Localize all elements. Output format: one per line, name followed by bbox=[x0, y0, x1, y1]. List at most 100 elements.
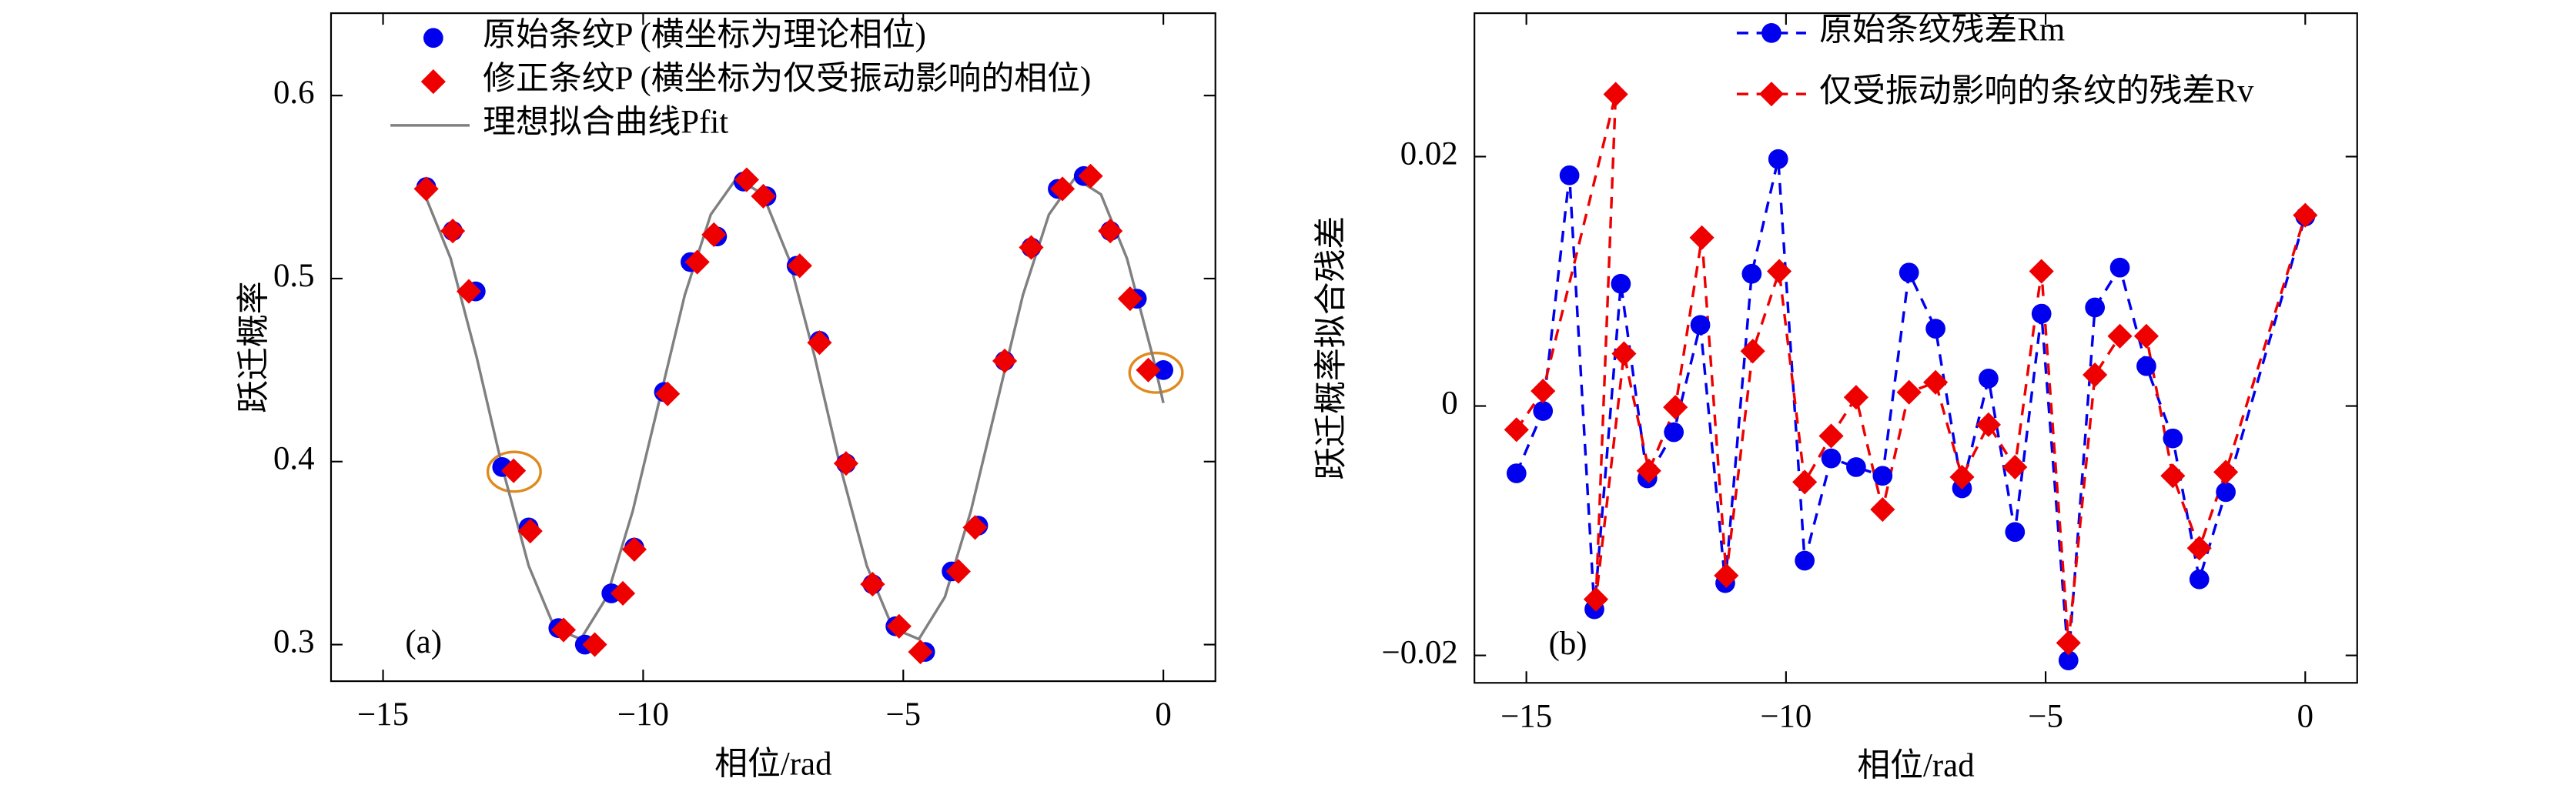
diamond-marker bbox=[1136, 357, 1161, 382]
circle-marker bbox=[2136, 356, 2156, 376]
legend-label: 理想拟合曲线Pfit bbox=[483, 105, 728, 141]
y-tick-label: 0.3 bbox=[273, 623, 315, 660]
panel-label: (a) bbox=[405, 624, 442, 660]
circle-marker bbox=[1899, 262, 1919, 283]
diamond-marker bbox=[1714, 563, 1739, 588]
diamond-marker bbox=[550, 617, 577, 643]
circle-marker bbox=[1925, 319, 1945, 339]
circle-marker bbox=[1979, 369, 1999, 389]
y-tick-label: 0.4 bbox=[273, 441, 315, 477]
x-tick-label: −15 bbox=[357, 696, 409, 733]
x-tick-label: −10 bbox=[1760, 698, 1812, 734]
circle-marker bbox=[2109, 257, 2130, 278]
diamond-marker bbox=[1740, 339, 1765, 364]
diamond-marker bbox=[2133, 323, 2159, 349]
circle-marker bbox=[2163, 428, 2183, 449]
circle-marker bbox=[1690, 315, 1711, 336]
diamond-marker bbox=[2213, 459, 2239, 485]
panel-label: (b) bbox=[1549, 626, 1587, 662]
diamond-marker bbox=[807, 330, 832, 356]
circle-marker bbox=[2189, 569, 2210, 590]
diamond-marker bbox=[684, 249, 710, 275]
circle-marker bbox=[1533, 401, 1554, 421]
diamond-marker bbox=[1923, 369, 1949, 395]
x-tick-label: 0 bbox=[1155, 696, 1171, 733]
circle-marker bbox=[2058, 650, 2079, 670]
diamond-marker bbox=[1583, 586, 1609, 612]
diamond-marker bbox=[2029, 259, 2054, 284]
diamond-marker bbox=[860, 572, 885, 597]
circle-marker bbox=[1846, 457, 1866, 477]
x-axis-label: 相位/rad bbox=[714, 745, 831, 782]
circle-marker bbox=[1664, 422, 1684, 443]
diamond-marker bbox=[992, 348, 1018, 374]
diamond-marker bbox=[610, 580, 636, 606]
diamond-marker bbox=[1098, 219, 1123, 244]
diamond-marker bbox=[2002, 454, 2028, 480]
circle-marker bbox=[1559, 165, 1580, 185]
legend-label: 修正条纹P (横坐标为仅受振动影响的相位) bbox=[483, 60, 1091, 97]
diamond-marker bbox=[2293, 202, 2318, 228]
diamond-marker bbox=[2107, 323, 2133, 349]
y-tick-label: −0.02 bbox=[1382, 634, 1458, 670]
diamond-marker bbox=[621, 536, 647, 562]
diamond-marker bbox=[1049, 176, 1076, 202]
legend-label: 原始条纹残差Rm bbox=[1819, 12, 2065, 48]
circle-marker bbox=[1872, 466, 1893, 486]
x-tick-label: −5 bbox=[885, 696, 921, 733]
diamond-marker bbox=[1818, 423, 1844, 449]
circle-marker bbox=[1506, 463, 1527, 483]
diamond-marker bbox=[1603, 82, 1628, 107]
diamond-marker bbox=[2186, 536, 2212, 561]
diamond-marker bbox=[1611, 341, 1637, 366]
circle-marker bbox=[2005, 522, 2026, 543]
circle-marker bbox=[423, 28, 443, 48]
x-tick-label: 0 bbox=[2297, 698, 2313, 734]
diamond-marker bbox=[945, 559, 971, 584]
highlight-circle bbox=[1128, 351, 1184, 394]
y-tick-label: 0.02 bbox=[1400, 135, 1458, 172]
x-tick-label: −5 bbox=[2028, 698, 2063, 734]
legend-label: 原始条纹P (横坐标为理论相位) bbox=[483, 16, 926, 53]
y-tick-label: 0.6 bbox=[273, 75, 315, 111]
circle-marker bbox=[1768, 149, 1788, 169]
diamond-marker bbox=[1767, 259, 1792, 284]
diamond-marker bbox=[1019, 235, 1044, 260]
diamond-marker bbox=[1531, 379, 1556, 404]
plot-frame bbox=[1474, 12, 2358, 684]
circle-marker bbox=[1153, 360, 1173, 380]
series-line bbox=[423, 175, 1165, 641]
y-axis-label: 跃迁概率拟合残差 bbox=[1313, 216, 1350, 480]
plot-frame bbox=[330, 12, 1216, 683]
circle-marker bbox=[1761, 23, 1781, 43]
y-tick-label: 0 bbox=[1441, 385, 1457, 421]
circle-marker bbox=[1821, 448, 1842, 469]
diamond-marker bbox=[413, 176, 439, 202]
diamond-marker bbox=[440, 219, 466, 244]
circle-marker bbox=[1795, 550, 1815, 571]
diamond-marker bbox=[501, 458, 527, 483]
diamond-marker bbox=[456, 279, 482, 304]
diamond-marker bbox=[2056, 630, 2081, 656]
diamond-marker bbox=[1117, 286, 1142, 312]
diamond-marker bbox=[833, 451, 859, 476]
circle-marker bbox=[2216, 482, 2236, 503]
diamond-marker bbox=[1792, 469, 1818, 495]
circle-marker bbox=[2085, 297, 2106, 318]
diamond-marker bbox=[2083, 362, 2108, 388]
diamond-marker bbox=[1758, 82, 1785, 107]
diamond-marker bbox=[1078, 163, 1103, 189]
legend-label: 仅受振动影响的条纹的残差Rv bbox=[1819, 73, 2254, 109]
highlight-circle bbox=[486, 450, 542, 493]
diamond-marker bbox=[582, 632, 607, 657]
y-tick-label: 0.5 bbox=[273, 258, 315, 294]
diamond-marker bbox=[1689, 225, 1715, 250]
x-tick-label: −15 bbox=[1500, 698, 1552, 734]
diamond-marker bbox=[886, 613, 912, 639]
x-axis-label: 相位/rad bbox=[1857, 747, 1974, 784]
diamond-marker bbox=[701, 222, 727, 247]
y-axis-label: 跃迁概率 bbox=[235, 281, 272, 413]
